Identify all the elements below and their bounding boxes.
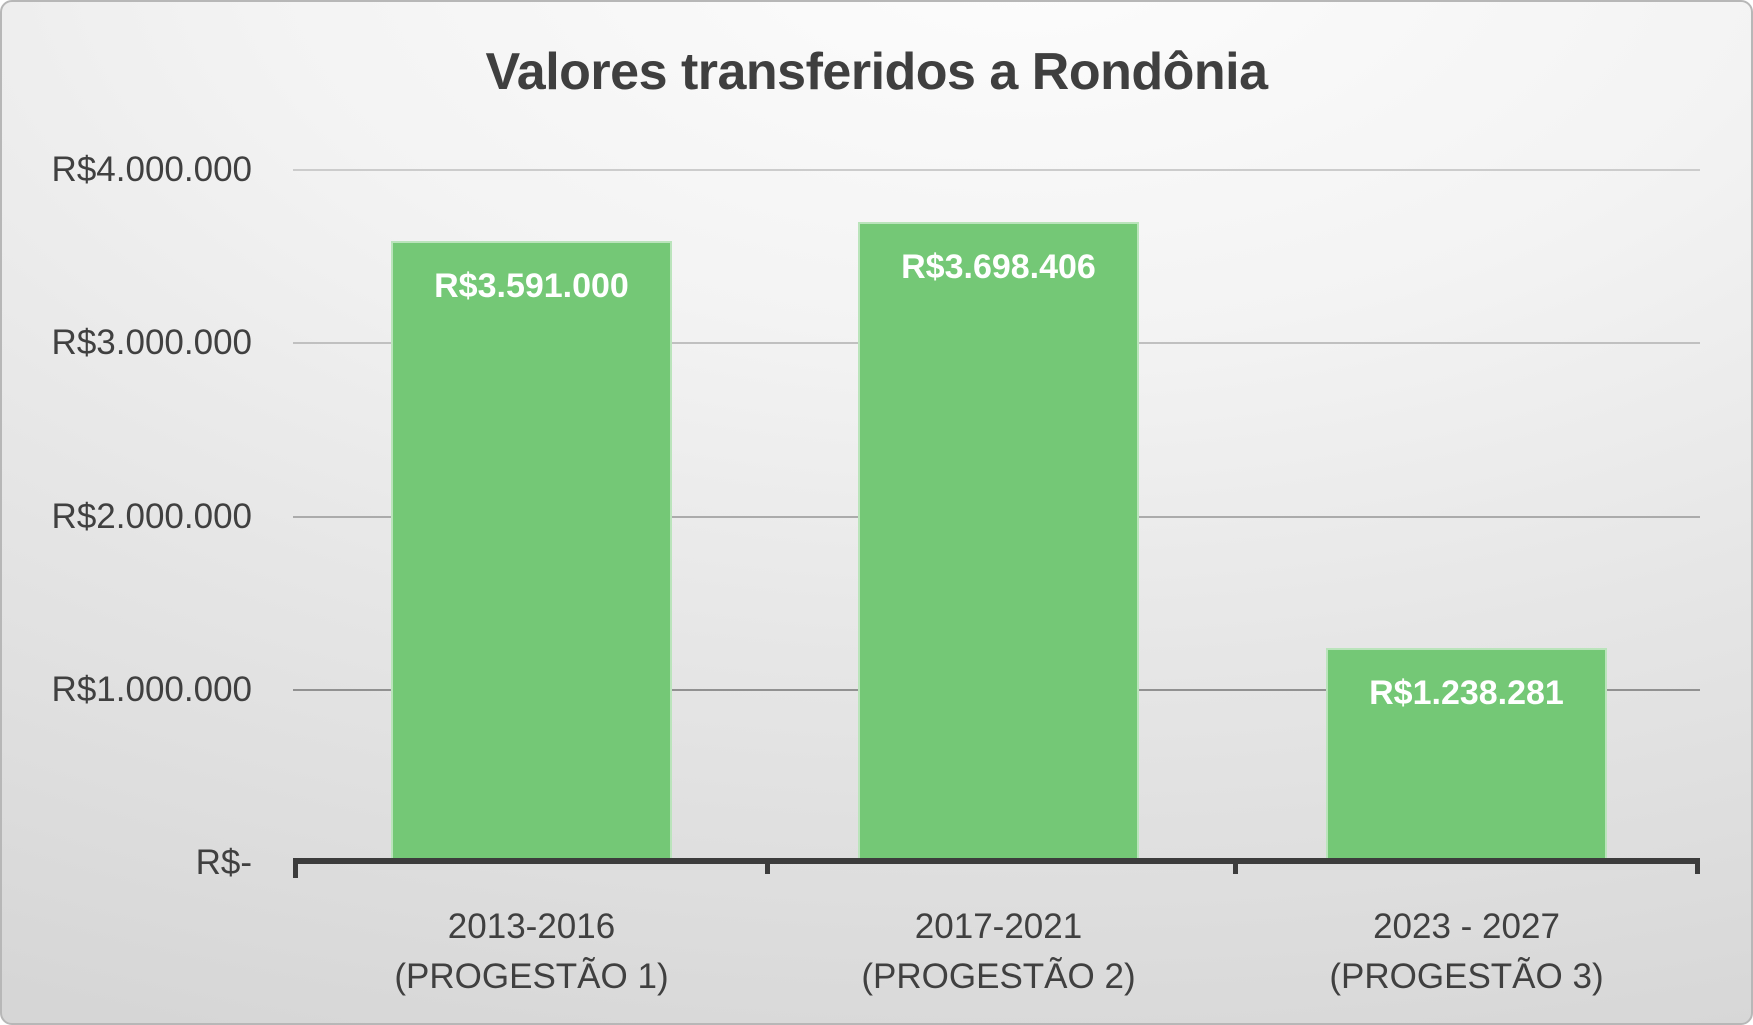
x-axis-tick xyxy=(1695,858,1700,874)
y-axis-label: R$4.000.000 xyxy=(51,150,252,189)
y-axis-label: R$2.000.000 xyxy=(51,497,252,536)
bar: R$3.698.406 xyxy=(858,222,1139,861)
bar-value-label: R$1.238.281 xyxy=(1369,674,1564,712)
x-axis-label-line: 2017-2021 xyxy=(914,907,1083,946)
x-axis-line xyxy=(293,858,1700,864)
y-axis-label: R$3.000.000 xyxy=(51,323,252,362)
bar-value-label: R$3.698.406 xyxy=(901,248,1096,286)
bar-value-label: R$3.591.000 xyxy=(434,267,629,305)
x-axis-label-line: (PROGESTÃO 2) xyxy=(861,957,1136,996)
chart-title: Valores transferidos a Rondônia xyxy=(485,43,1268,101)
x-axis-label: 2013-2016 (PROGESTÃO 1) xyxy=(298,902,765,1002)
y-axis-label: R$1.000.000 xyxy=(51,670,252,709)
x-axis-label-line: 2023 - 2027 xyxy=(1373,907,1560,946)
x-axis-tick xyxy=(293,858,298,878)
x-axis-label-line: (PROGESTÃO 3) xyxy=(1329,957,1604,996)
bar: R$3.591.000 xyxy=(391,241,672,861)
gridline xyxy=(293,169,1700,171)
y-axis-label: R$- xyxy=(195,843,252,882)
x-axis-label: 2023 - 2027 (PROGESTÃO 3) xyxy=(1233,902,1700,1002)
x-axis-label: 2017-2021 (PROGESTÃO 2) xyxy=(765,902,1232,1002)
x-axis-tick xyxy=(1233,858,1238,874)
x-axis-label-line: 2013-2016 xyxy=(447,907,616,946)
bar: R$1.238.281 xyxy=(1326,648,1607,861)
x-axis-tick xyxy=(765,858,770,874)
x-axis-label-line: (PROGESTÃO 1) xyxy=(394,957,669,996)
